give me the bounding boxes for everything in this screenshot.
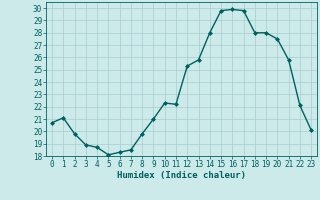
X-axis label: Humidex (Indice chaleur): Humidex (Indice chaleur) [117,171,246,180]
